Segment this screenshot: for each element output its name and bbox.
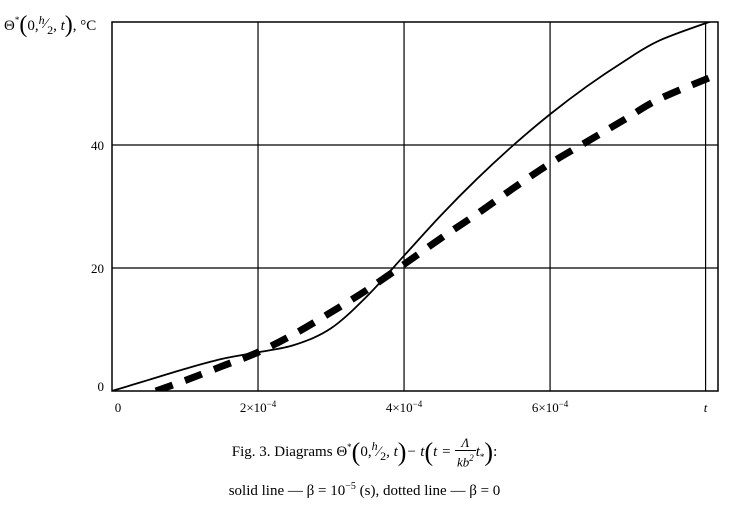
solid-series-line: [112, 22, 713, 391]
caption-frac-num: Λ: [454, 436, 476, 451]
caption-args-lead: 0,: [360, 444, 372, 461]
caption-dash-t: − t: [406, 444, 425, 461]
caption-frac-den: kb: [456, 454, 470, 470]
caption-lead: Fig. 3. Diagrams: [231, 444, 337, 461]
x-tick-label: 6×10−4: [532, 399, 569, 415]
chart: Θ*(0,h⁄2, t), °C 0 2×10−4 4×10−4 6×10−4 t020…: [4, 12, 719, 415]
x-tick-label: 2×10−4: [240, 399, 277, 415]
x-tick-label: 0: [115, 400, 122, 415]
y-label-two: 2: [47, 23, 53, 37]
y-axis-label: Θ*(0,h⁄2, t), °C: [4, 12, 96, 38]
y-tick-label: 0: [98, 379, 105, 394]
caption-t-eq: t =: [433, 444, 455, 461]
y-label-unit: , °C: [73, 18, 97, 34]
caption-unit: (s): [355, 483, 376, 499]
caption-frac-den-exp: 2: [469, 453, 474, 463]
y-label-args-lead: 0,: [27, 18, 38, 34]
caption-h: h: [371, 439, 378, 454]
x-tick-label: 4×10−4: [386, 399, 423, 415]
y-label-h: h: [39, 13, 45, 27]
dashed-series-line: [154, 71, 718, 391]
y-label-args-tail: , t: [53, 18, 66, 34]
caption-t-star: t: [475, 444, 480, 461]
y-label-symbol: Θ: [4, 18, 15, 34]
y-tick-label: 40: [91, 138, 104, 153]
series-layer: [112, 22, 718, 391]
grid: [112, 22, 718, 391]
caption-two: 2: [380, 449, 387, 464]
caption-args-tail: , t: [386, 444, 398, 461]
caption-exponent: −5: [345, 481, 356, 492]
caption-theta: Θ: [336, 444, 348, 461]
tick-labels: 0 2×10−4 4×10−4 6×10−4 t 0 20 40: [91, 138, 708, 415]
caption-solid-legend: solid line — β = 10: [228, 483, 346, 499]
caption-t-star-sub: *: [479, 452, 485, 463]
caption-colon: :: [493, 444, 498, 461]
x-tick-label: t: [704, 400, 708, 415]
caption-line-2: solid line — β = 10−5 (s), dotted line —…: [0, 481, 729, 500]
y-tick-label: 20: [91, 261, 104, 276]
caption-dotted-legend: , dotted line — β = 0: [375, 483, 501, 499]
plot-frame: [111, 21, 719, 392]
y-label-star: *: [15, 15, 20, 25]
caption-star: *: [347, 442, 352, 453]
